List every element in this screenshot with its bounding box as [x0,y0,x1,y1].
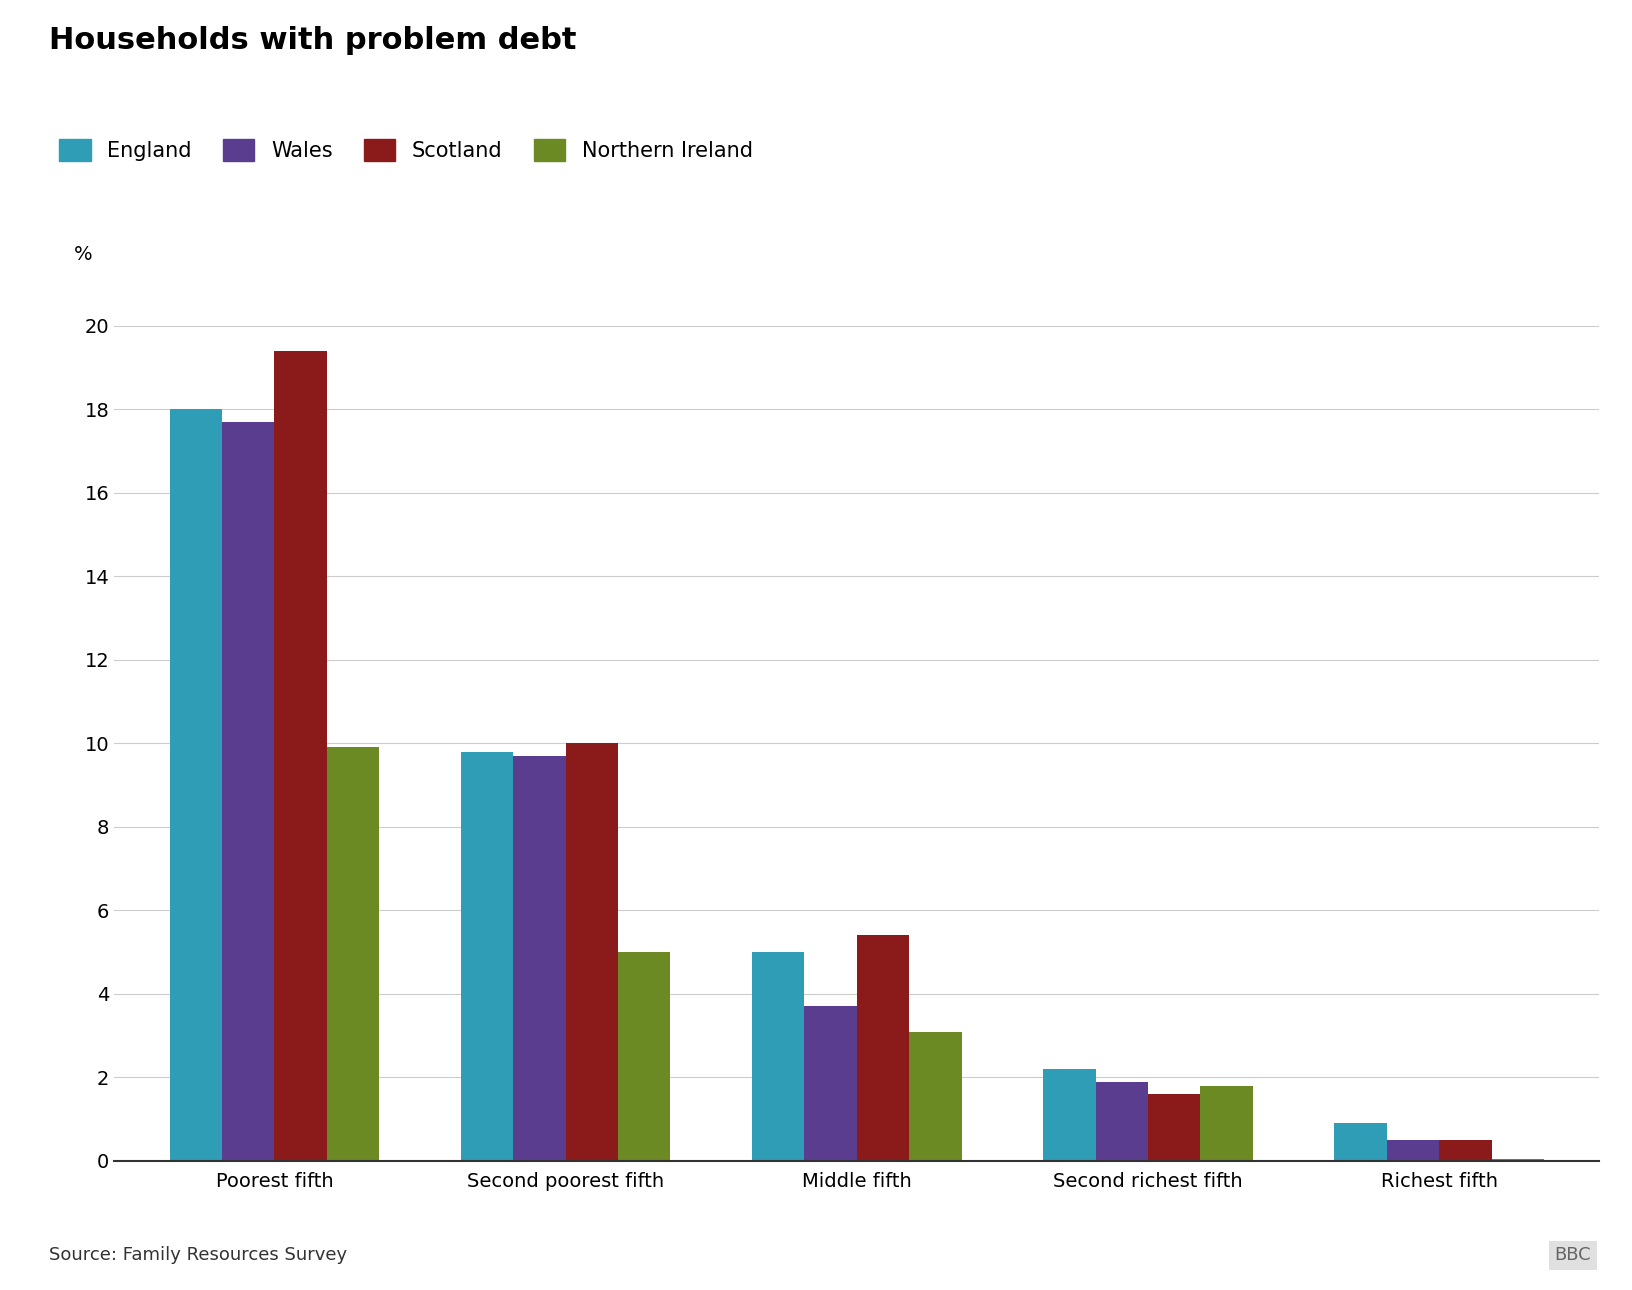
Bar [909,1032,961,1161]
Text: Source: Family Resources Survey: Source: Family Resources Survey [49,1246,348,1264]
Bar [1335,1124,1387,1161]
Text: %: % [73,245,91,264]
Bar [1147,1094,1201,1161]
Bar [857,935,909,1161]
Bar [619,952,671,1161]
Bar [805,1006,857,1161]
Bar [512,756,566,1161]
Bar [1201,1086,1253,1161]
Bar [170,409,222,1161]
Bar [326,747,379,1161]
Bar [1492,1158,1544,1161]
Bar [752,952,805,1161]
Bar [222,422,274,1161]
Text: Households with problem debt: Households with problem debt [49,26,576,54]
Bar [566,743,619,1161]
Bar [460,752,512,1161]
Legend: England, Wales, Scotland, Northern Ireland: England, Wales, Scotland, Northern Irela… [59,139,752,161]
Bar [1387,1140,1439,1161]
Text: BBC: BBC [1555,1246,1591,1264]
Bar [1439,1140,1492,1161]
Bar [274,351,326,1161]
Bar [1095,1081,1147,1161]
Bar [1043,1069,1095,1161]
